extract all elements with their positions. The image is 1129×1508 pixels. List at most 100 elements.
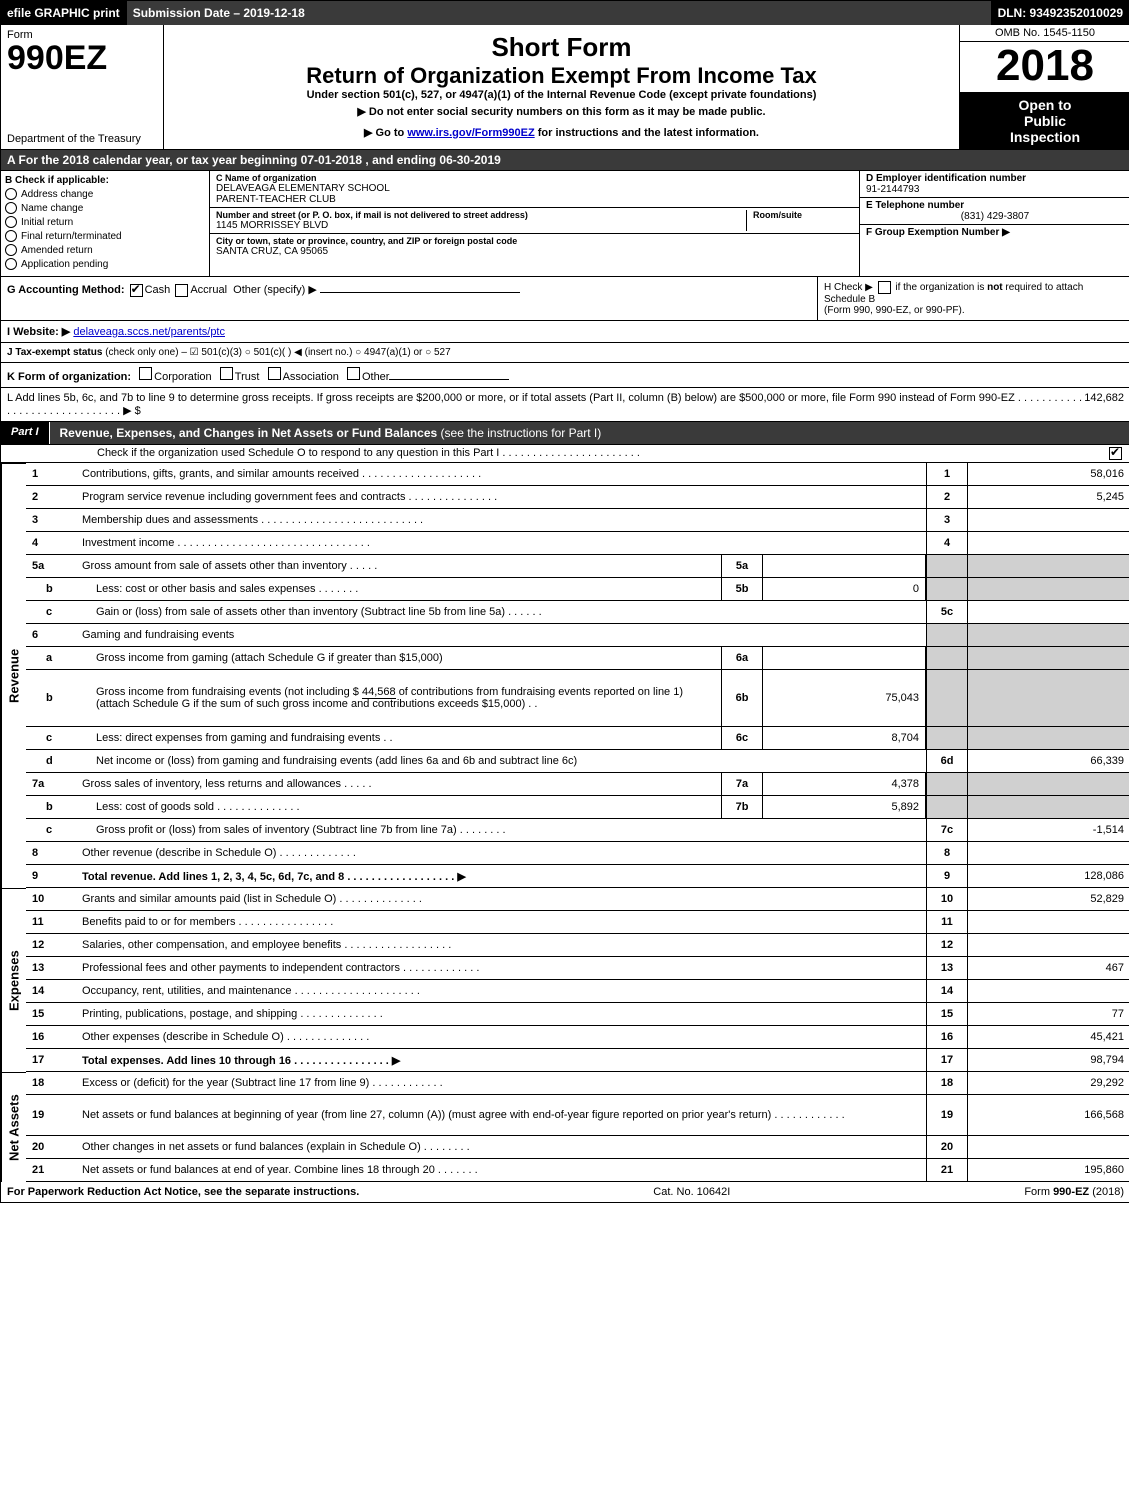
form-header: Form 990EZ Department of the Treasury Sh… (1, 25, 1129, 150)
chk-app-pending[interactable] (5, 258, 17, 270)
num-21: 21 (26, 1159, 76, 1181)
mv-7b: 5,892 (763, 796, 926, 818)
num-10: 10 (26, 888, 76, 910)
mn-6a: 6a (721, 647, 763, 669)
rv-7a-grey (968, 773, 1129, 795)
open-to-public: Open to Public Inspection (960, 93, 1129, 149)
rn-1: 1 (926, 463, 968, 485)
num-7c: c (26, 819, 90, 841)
desc-5a: Gross amount from sale of assets other t… (76, 555, 721, 577)
desc-7c: Gross profit or (loss) from sales of inv… (90, 819, 926, 841)
irs-link[interactable]: www.irs.gov/Form990EZ (407, 127, 534, 139)
line-i: I Website: ▶ delaveaga.sccs.net/parents/… (1, 321, 1129, 343)
chk-final-return[interactable] (5, 230, 17, 242)
label-j: J Tax-exempt status (7, 347, 102, 358)
form-990ez-page: efile GRAPHIC print Submission Date – 20… (0, 0, 1129, 1203)
l-text: L Add lines 5b, 6c, and 7b to line 9 to … (7, 392, 1084, 417)
rn-6d: 6d (926, 750, 968, 772)
chk-assoc[interactable] (268, 367, 281, 380)
tax-year: 2018 (960, 42, 1129, 93)
dln-label: DLN: 93492352010029 (992, 1, 1129, 25)
box-c: C Name of organization DELAVEAGA ELEMENT… (210, 171, 859, 276)
period-row: A For the 2018 calendar year, or tax yea… (1, 150, 1129, 171)
chk-other-org[interactable] (347, 367, 360, 380)
rn-7b-grey (926, 796, 968, 818)
header-left: Form 990EZ Department of the Treasury (1, 25, 164, 149)
lbl-corp: Corporation (154, 371, 211, 383)
chk-accrual[interactable] (175, 284, 188, 297)
mn-7a: 7a (721, 773, 763, 795)
rv-6-grey (968, 624, 1129, 646)
netassets-section: Net Assets 18Excess or (deficit) for the… (1, 1072, 1129, 1182)
chk-cash[interactable] (130, 284, 143, 297)
gh-row: G Accounting Method: Cash Accrual Other … (1, 277, 1129, 321)
h-not: not (987, 282, 1003, 293)
desc-9: Total revenue. Add lines 1, 2, 3, 4, 5c,… (76, 865, 926, 887)
desc-17: Total expenses. Add lines 10 through 16 … (76, 1049, 926, 1071)
other-org-input[interactable] (389, 379, 509, 380)
num-19: 19 (26, 1095, 76, 1135)
chk-h[interactable] (878, 281, 891, 294)
rn-19: 19 (926, 1095, 968, 1135)
num-6a: a (26, 647, 90, 669)
desc-3: Membership dues and assessments . . . . … (76, 509, 926, 531)
lbl-initial-return: Initial return (21, 217, 73, 228)
lbl-assoc: Association (283, 371, 339, 383)
chk-initial-return[interactable] (5, 216, 17, 228)
chk-address-change[interactable] (5, 188, 17, 200)
part-i-label: Part I (1, 422, 50, 444)
chk-amended-return[interactable] (5, 244, 17, 256)
part-i-header: Part I Revenue, Expenses, and Changes in… (1, 422, 1129, 445)
desc-5c: Gain or (loss) from sale of assets other… (90, 601, 926, 623)
num-7a: 7a (26, 773, 76, 795)
rn-6b-grey (926, 670, 968, 726)
period-mid: , and ending (365, 153, 439, 167)
org-city: SANTA CRUZ, CA 95065 (216, 246, 853, 257)
rv-2: 5,245 (968, 486, 1129, 508)
efile-print-button[interactable]: efile GRAPHIC print (1, 1, 127, 25)
rv-7c: -1,514 (968, 819, 1129, 841)
lbl-final-return: Final return/terminated (21, 231, 122, 242)
chk-schedule-o[interactable] (1109, 447, 1122, 460)
rn-6a-grey (926, 647, 968, 669)
mn-6b: 6b (721, 670, 763, 726)
rn-7a-grey (926, 773, 968, 795)
num-6c: c (26, 727, 90, 749)
rv-9: 128,086 (968, 865, 1129, 887)
num-9: 9 (26, 865, 76, 887)
rv-5c (968, 601, 1129, 623)
other-specify-input[interactable] (320, 292, 520, 293)
label-phone: E Telephone number (866, 200, 1124, 211)
rv-13: 467 (968, 957, 1129, 979)
rv-10: 52,829 (968, 888, 1129, 910)
note-goto-suffix: for instructions and the latest informat… (538, 127, 759, 139)
period-end: 06-30-2019 (439, 153, 500, 167)
num-4: 4 (26, 532, 76, 554)
rn-4: 4 (926, 532, 968, 554)
box-h: H Check ▶ if the organization is not req… (817, 277, 1129, 320)
box-b: B Check if applicable: Address change Na… (1, 171, 210, 276)
desc-6a: Gross income from gaming (attach Schedul… (90, 647, 721, 669)
desc-2: Program service revenue including govern… (76, 486, 926, 508)
desc-18: Excess or (deficit) for the year (Subtra… (76, 1072, 926, 1094)
website-link[interactable]: delaveaga.sccs.net/parents/ptc (73, 326, 225, 338)
num-5c: c (26, 601, 90, 623)
footer-left: For Paperwork Reduction Act Notice, see … (7, 1186, 359, 1198)
period-begin: 07-01-2018 (301, 153, 362, 167)
chk-corp[interactable] (139, 367, 152, 380)
vtab-revenue: Revenue (1, 463, 26, 888)
part-i-title-text: Revenue, Expenses, and Changes in Net As… (60, 426, 438, 440)
rv-16: 45,421 (968, 1026, 1129, 1048)
rv-6c-grey (968, 727, 1129, 749)
box-b-label: B Check if applicable: (5, 175, 205, 186)
chk-trust[interactable] (220, 367, 233, 380)
desc-11: Benefits paid to or for members . . . . … (76, 911, 926, 933)
header-right: OMB No. 1545-1150 2018 Open to Public In… (959, 25, 1129, 149)
top-bar: efile GRAPHIC print Submission Date – 20… (1, 1, 1129, 25)
num-16: 16 (26, 1026, 76, 1048)
line-l: L Add lines 5b, 6c, and 7b to line 9 to … (1, 388, 1129, 422)
rn-8: 8 (926, 842, 968, 864)
h-prefix: H Check ▶ (824, 282, 876, 293)
desc-7a: Gross sales of inventory, less returns a… (76, 773, 721, 795)
chk-name-change[interactable] (5, 202, 17, 214)
